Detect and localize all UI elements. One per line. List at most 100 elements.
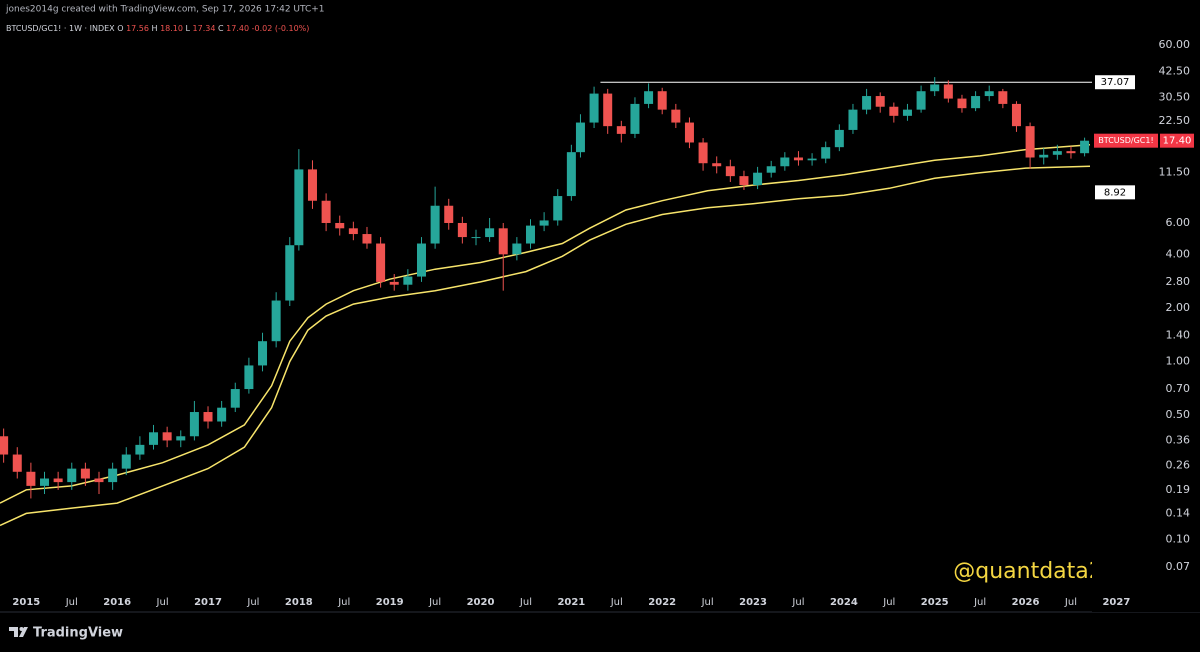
- candle-body: [616, 126, 626, 134]
- candle-body: [943, 84, 953, 99]
- change: -0.02 (-0.10%): [252, 24, 310, 33]
- plot: [0, 77, 1092, 527]
- y-tick-label: 60.00: [1159, 38, 1191, 51]
- brand: TradingView: [33, 626, 123, 641]
- candle-body: [1025, 126, 1035, 158]
- candle-body: [780, 157, 790, 167]
- candle-body: [162, 432, 172, 441]
- ohlc-key: H: [152, 24, 158, 33]
- x-tick-label: Jul: [65, 597, 78, 608]
- credit: jones2014g created with TradingView.com,…: [5, 5, 325, 15]
- candle-body: [230, 389, 240, 408]
- candle-body: [848, 109, 858, 130]
- candle-body: [875, 96, 885, 107]
- candle-body: [217, 407, 227, 422]
- candle-body: [294, 169, 304, 246]
- logo-mark: [9, 627, 18, 637]
- symbol-box-label: BTCUSD/GC1!: [1098, 136, 1153, 145]
- candle-body: [971, 96, 981, 109]
- candle-body: [821, 147, 831, 159]
- candle-body: [12, 454, 22, 472]
- symbol-legend: BTCUSD/GC1! · 1W · INDEX O 17.56 H 18.10…: [6, 24, 309, 33]
- candle-body: [244, 365, 254, 390]
- y-tick-label: 22.50: [1159, 114, 1191, 127]
- y-tick-label: 6.00: [1166, 216, 1191, 229]
- legend-text: BTCUSD/GC1! · 1W · INDEX O 17.56 H 18.10…: [6, 24, 309, 33]
- last-price-box: [1160, 133, 1194, 148]
- candle-body: [376, 243, 386, 282]
- candle-body: [430, 205, 440, 244]
- candle-body: [1080, 140, 1090, 154]
- candle-body: [335, 222, 345, 229]
- x-tick-label: Jul: [1064, 597, 1077, 608]
- candle-body: [53, 478, 63, 483]
- candle-body: [657, 91, 667, 110]
- watermark: @quantdata21: [953, 559, 1117, 584]
- ohlc-value: 17.34: [193, 24, 216, 33]
- ohlc-key: O: [117, 24, 123, 33]
- x-tick-label: Jul: [428, 597, 441, 608]
- x-tick-label: 2026: [1012, 597, 1040, 608]
- x-tick-label: Jul: [246, 597, 259, 608]
- candle-body: [753, 172, 763, 186]
- candle-body: [862, 96, 872, 110]
- candle-body: [321, 200, 331, 223]
- candle-body: [40, 478, 50, 486]
- candle-body: [1052, 151, 1062, 155]
- price-box: [1095, 75, 1135, 90]
- candle-body: [1066, 151, 1076, 154]
- candle-body: [149, 432, 159, 445]
- candle-body: [271, 300, 281, 342]
- x-tick-label: 2017: [194, 597, 222, 608]
- candle-body: [630, 103, 640, 134]
- candle-body: [416, 243, 426, 277]
- x-tick-label: Jul: [610, 597, 623, 608]
- candle-body: [834, 129, 844, 148]
- price-box-label: 37.07: [1101, 77, 1130, 88]
- candle-body: [684, 122, 694, 143]
- candle-body: [998, 91, 1008, 104]
- tv-logo: [9, 627, 28, 637]
- candle-body: [285, 245, 295, 301]
- ohlc-value: 17.40: [226, 24, 249, 33]
- candle-body: [135, 444, 145, 455]
- y-tick-label: 4.00: [1166, 247, 1191, 260]
- candle-body: [307, 169, 317, 201]
- candle-body: [766, 166, 776, 173]
- candle-body: [1011, 103, 1021, 127]
- ohlc-key: L: [186, 24, 191, 33]
- candle-body: [889, 106, 899, 116]
- y-tick-label: 2.80: [1166, 275, 1191, 288]
- candle-body: [498, 228, 508, 255]
- candle-body: [525, 225, 535, 244]
- candle-body: [671, 109, 681, 123]
- y-tick-label: 11.50: [1159, 166, 1191, 179]
- candle-body: [362, 234, 372, 244]
- candle-body: [80, 468, 90, 479]
- candle-body: [902, 109, 912, 116]
- symbol-box: [1094, 133, 1158, 148]
- candle-body: [553, 196, 563, 221]
- x-tick-label: 2020: [467, 597, 495, 608]
- x-tick-label: 2027: [1102, 597, 1130, 608]
- y-tick-label: 0.14: [1166, 506, 1191, 519]
- candle-body: [712, 163, 722, 167]
- x-tick-label: Jul: [156, 597, 169, 608]
- price-box: [1095, 185, 1135, 200]
- candle-body: [644, 91, 654, 104]
- candle-body: [176, 436, 186, 441]
- candle-body: [108, 468, 118, 483]
- x-tick-label: Jul: [519, 597, 532, 608]
- y-tick-label: 42.50: [1159, 65, 1191, 78]
- symbol: BTCUSD/GC1! · 1W · INDEX: [6, 24, 115, 33]
- band-line: [0, 144, 1091, 504]
- x-tick-label: Jul: [701, 597, 714, 608]
- x-tick-label: 2021: [557, 597, 585, 608]
- candle-body: [793, 157, 803, 161]
- candle-body: [566, 152, 576, 197]
- y-tick-label: 2.00: [1166, 301, 1191, 314]
- candle-body: [603, 93, 613, 127]
- candle-body: [203, 412, 213, 422]
